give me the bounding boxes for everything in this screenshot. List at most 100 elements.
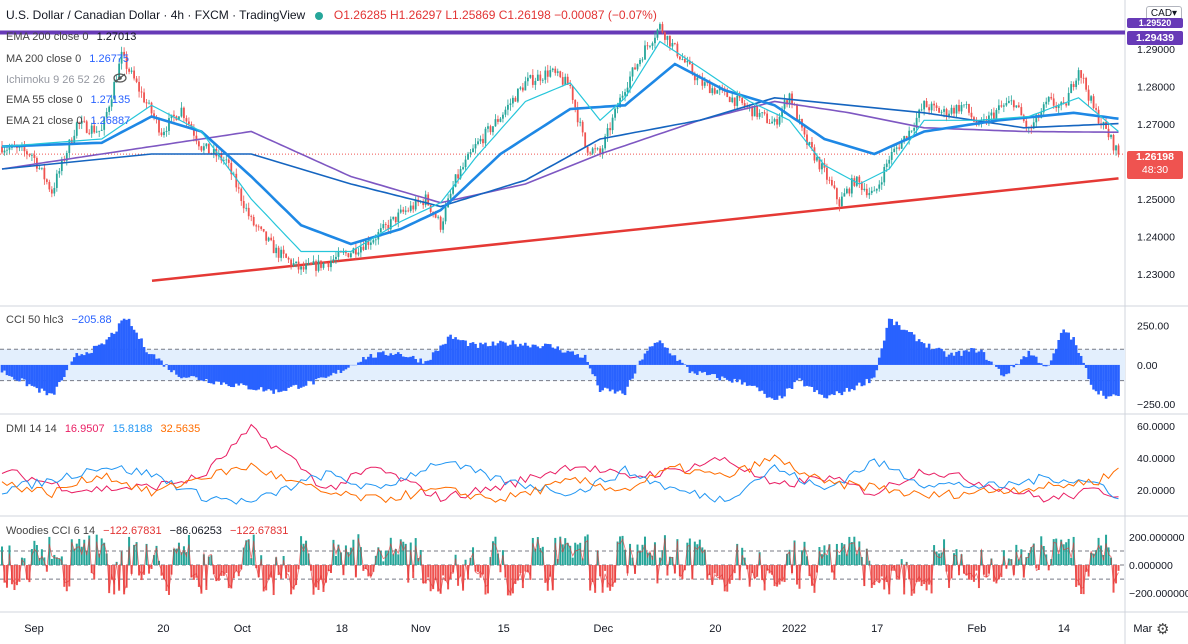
- candle-body: [120, 51, 123, 64]
- legend-ema21[interactable]: EMA 21 close 0 1.26887: [6, 115, 130, 127]
- woodies-cci-line: [1, 538, 1119, 595]
- cci-bar: [125, 319, 128, 365]
- cci-bar: [511, 340, 515, 365]
- cci-bar: [586, 361, 589, 365]
- cci-bar: [287, 364, 290, 388]
- cci-bar: [396, 352, 400, 365]
- cci-bar: [304, 364, 308, 386]
- cci-bar: [449, 334, 452, 365]
- candle-body: [108, 106, 111, 112]
- woodies-bar: [621, 535, 624, 565]
- candle-body: [502, 114, 504, 119]
- cci-bar: [279, 364, 283, 392]
- candle-body: [576, 107, 579, 123]
- candle-body: [888, 159, 891, 164]
- woodies-bar: [656, 565, 659, 584]
- cci-bar: [337, 364, 340, 370]
- cci-bar: [207, 364, 211, 384]
- woodies-bar: [265, 565, 268, 591]
- woodies-bar: [162, 565, 165, 580]
- cci-bar: [160, 360, 163, 365]
- woodies-bar: [387, 550, 390, 565]
- cci-bar: [942, 351, 946, 365]
- cci-bar: [1002, 364, 1006, 377]
- woodies-bar: [302, 543, 305, 565]
- woodies-bar: [80, 546, 83, 565]
- woodies-bar: [825, 555, 828, 565]
- candle-body: [693, 73, 696, 81]
- woodies-bar: [499, 565, 502, 573]
- cci-bar: [200, 364, 203, 381]
- cci-bar: [15, 364, 19, 381]
- candle-body: [484, 128, 487, 144]
- legend-woodies[interactable]: Woodies CCI 6 14 −122.67831 −86.06253 −1…: [6, 525, 288, 537]
- cci-bar: [424, 361, 427, 365]
- candle-body: [392, 216, 395, 220]
- cci-bar: [165, 364, 168, 365]
- woodies-bar: [215, 565, 218, 582]
- gear-icon[interactable]: ⚙: [1156, 621, 1170, 638]
- price-axis-tick-5: 1.28000: [1137, 82, 1175, 94]
- candle-body: [970, 112, 973, 118]
- cci-bar: [995, 364, 998, 367]
- legend-ema55[interactable]: EMA 55 close 0 1.27135: [6, 94, 130, 106]
- candle-body: [913, 128, 916, 131]
- candle-body: [387, 224, 390, 230]
- cci-bar: [145, 352, 148, 365]
- candle-body: [551, 68, 554, 71]
- price-axis-tick-6: 1.29000: [1137, 44, 1175, 56]
- eye-hidden-icon[interactable]: [113, 73, 127, 86]
- woodies-bar: [943, 539, 946, 565]
- cci-bar: [578, 357, 582, 365]
- candle-body: [641, 59, 644, 61]
- cci-bar: [985, 359, 988, 365]
- cci-bar: [686, 364, 689, 367]
- candle-body: [536, 74, 539, 81]
- cci-bar: [656, 342, 659, 365]
- symbol-title[interactable]: U.S. Dollar / Canadian Dollar · 4h · FXC…: [6, 8, 306, 22]
- legend-ma200[interactable]: MA 200 close 0 1.26775: [6, 53, 129, 65]
- woodies-bar: [564, 538, 567, 565]
- candle-body: [133, 70, 135, 79]
- cci-bar: [529, 347, 532, 365]
- woodies-bar: [873, 565, 876, 586]
- woodies-bar: [950, 565, 953, 579]
- candle-body: [207, 143, 210, 154]
- candle-body: [354, 248, 357, 255]
- woodies-bar: [15, 565, 18, 586]
- candle-body: [654, 37, 656, 44]
- candle-body: [489, 126, 492, 133]
- cci-bar: [718, 364, 722, 381]
- cci-bar: [720, 364, 724, 377]
- candle-body: [766, 113, 769, 124]
- cci-bar: [638, 360, 642, 365]
- legend-dmi[interactable]: DMI 14 14 16.9507 15.8188 32.5635: [6, 423, 200, 435]
- cci-bar: [551, 347, 555, 365]
- cci-bar: [182, 364, 186, 378]
- candle-body: [399, 209, 402, 213]
- cci-bar: [5, 364, 9, 376]
- cci-bar: [728, 364, 732, 382]
- cci-bar: [1039, 363, 1043, 365]
- woodies-bar: [509, 565, 512, 596]
- woodies-bar: [78, 538, 81, 565]
- cci-bar: [63, 364, 66, 377]
- legend-ema200[interactable]: EMA 200 close 0 1.27013: [6, 31, 136, 43]
- woodies-bar: [105, 553, 108, 565]
- legend-ichimoku[interactable]: Ichimoku 9 26 52 26: [6, 73, 127, 86]
- woodies-bar: [781, 565, 784, 581]
- woodies-bar: [691, 565, 694, 580]
- legend-cci[interactable]: CCI 50 hlc3 −205.88: [6, 314, 112, 326]
- woodies-bar: [693, 541, 696, 565]
- cci-bar: [653, 342, 657, 365]
- candle-body: [257, 226, 260, 228]
- candle-body: [526, 77, 529, 82]
- candle-body: [850, 178, 853, 194]
- cci-bar: [770, 364, 774, 399]
- cci-bar: [705, 364, 709, 376]
- woodies-bar: [773, 565, 776, 587]
- woodies-bar: [733, 565, 736, 574]
- candle-body: [235, 173, 238, 188]
